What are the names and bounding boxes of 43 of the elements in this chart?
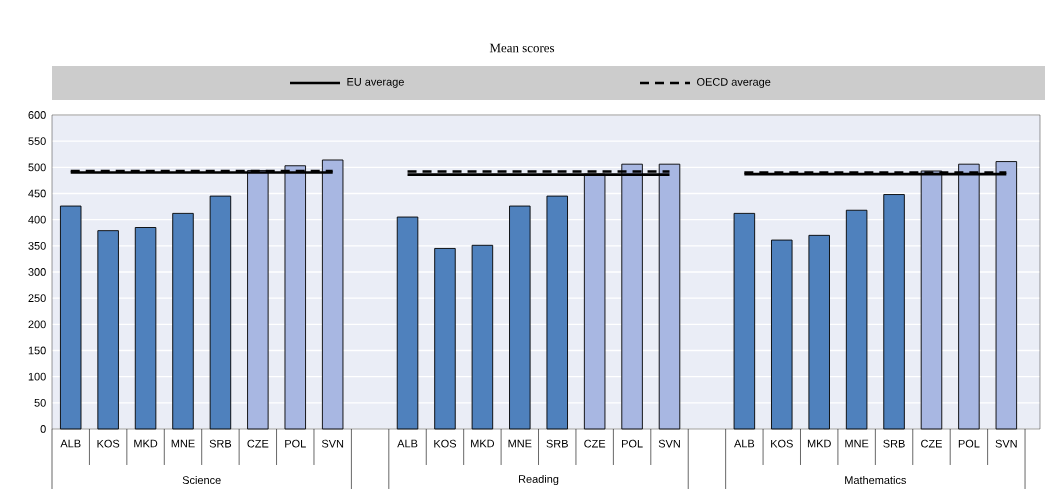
- x-tick-label: KOS: [97, 439, 120, 448]
- x-tick-label: POL: [958, 439, 980, 448]
- x-tick-label: SRB: [883, 439, 905, 448]
- x-tick-label: MNE: [508, 439, 532, 448]
- x-tick-label: CZE: [584, 439, 606, 448]
- y-tick-label: 150: [28, 346, 46, 355]
- x-tick-label: POL: [622, 439, 643, 448]
- x-tick-label: SRB: [546, 439, 568, 448]
- y-tick-label: 100: [28, 372, 46, 381]
- text: Reading: [519, 474, 559, 486]
- x-tick-label: KOS: [771, 439, 793, 448]
- y-tick-label: 250: [28, 294, 46, 303]
- x-tick-label: MNE: [845, 439, 869, 448]
- y-tick-label: 350: [28, 241, 46, 250]
- x-tick-label: MKD: [807, 439, 831, 448]
- y-tick-label: 450: [28, 189, 46, 198]
- y-tick-label: 0: [40, 425, 46, 433]
- x-tick-label: SVN: [995, 439, 1017, 448]
- legend-label: EU average: [347, 78, 404, 88]
- x-tick-label: ALB: [734, 439, 755, 448]
- y-tick-label: 600: [28, 111, 46, 119]
- x-tick-label: CZE: [921, 439, 942, 448]
- x-tick-label: SRB: [209, 439, 232, 448]
- legend-label: OECD average: [697, 78, 771, 88]
- y-tick-label: 300: [28, 268, 46, 276]
- y-tick-label: 400: [28, 215, 46, 224]
- text: Mathematics: [845, 475, 906, 485]
- x-tick-label: KOS: [434, 439, 457, 448]
- y-tick-label: 50: [34, 398, 46, 407]
- x-tick-label: MKD: [471, 439, 495, 448]
- x-tick-label: CZE: [247, 439, 269, 448]
- x-tick-label: MNE: [171, 439, 195, 448]
- text: Science: [182, 475, 221, 485]
- x-tick-label: MKD: [134, 439, 158, 448]
- x-tick-label: ALB: [397, 439, 418, 448]
- y-tick-label: 200: [28, 320, 46, 329]
- x-tick-label: ALB: [60, 439, 81, 448]
- y-tick-label: 500: [28, 163, 46, 172]
- chart-title: Mean scores: [489, 43, 555, 53]
- y-tick-label: 550: [28, 137, 46, 146]
- x-tick-label: POL: [285, 439, 306, 448]
- x-tick-label: SVN: [321, 439, 344, 448]
- x-tick-label: SVN: [658, 439, 680, 448]
